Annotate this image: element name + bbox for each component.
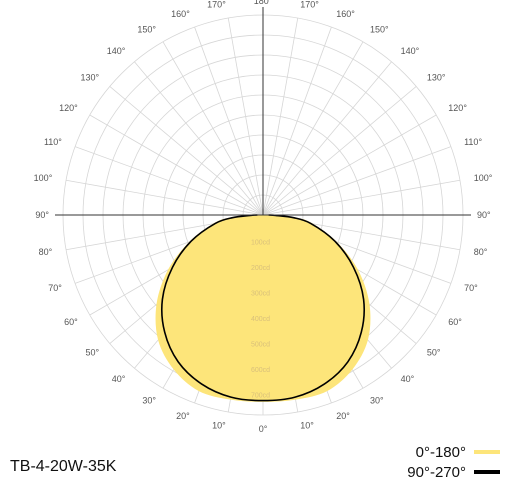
series-line-90-270: [161, 214, 365, 402]
grid-spoke: [262, 114, 437, 216]
angle-label-left: 60°: [64, 317, 78, 327]
angle-label-left: 120°: [59, 103, 78, 113]
series-area-0-180: [155, 215, 371, 402]
angle-label-left: 100°: [34, 173, 53, 183]
grid-spoke: [262, 41, 364, 216]
radial-label: 200cd: [251, 265, 270, 272]
grid-spoke: [162, 41, 264, 216]
angle-label-right: 10°: [300, 421, 314, 431]
grid-spoke: [262, 179, 461, 216]
angle-label-right: 150°: [370, 25, 389, 35]
angle-label-right: 160°: [336, 9, 355, 19]
angle-label-right: 30°: [370, 395, 384, 405]
radial-label: 100cd: [251, 240, 270, 247]
radial-label: 400cd: [251, 316, 270, 323]
radial-label: 600cd: [251, 367, 270, 374]
radial-labels: 100cd 200cd 300cd 400cd 500cd 600cd 700cd: [251, 240, 270, 400]
angle-label-right: 60°: [448, 317, 462, 327]
angle-label-left: 180°: [254, 0, 273, 6]
legend: 0°-180° 90°-270°: [407, 442, 500, 482]
legend-item-0-180: 0°-180°: [407, 442, 500, 462]
angle-label-left: 110°: [44, 137, 62, 147]
grid-spoke: [109, 86, 264, 216]
angle-label-right: 90°: [477, 210, 491, 220]
angle-labels: 0° 10° 20° 30° 40° 50° 60° 70° 80° 90° 100° 110° 120…: [34, 0, 493, 434]
main-axes: [55, 7, 471, 216]
angle-label-right: 50°: [427, 348, 441, 358]
grid-spoke: [89, 114, 264, 216]
angle-label-right: 110°: [464, 137, 482, 147]
grid-spoke: [262, 61, 392, 216]
angle-label-right: 140°: [401, 46, 420, 56]
angle-label-left: 160°: [171, 9, 190, 19]
angle-label-left: 130°: [80, 72, 99, 82]
radial-label: 500cd: [251, 342, 270, 349]
angle-label-right: 40°: [401, 374, 415, 384]
grid-spoke: [227, 17, 264, 216]
series-line-layer: [161, 214, 365, 402]
radial-label: 700cd: [251, 393, 270, 400]
angle-label-right: 100°: [474, 173, 493, 183]
radial-label: 300cd: [251, 291, 270, 298]
grid-spoke: [65, 179, 264, 216]
product-name: TB-4-20W-35K: [10, 458, 117, 475]
angle-label-right: 80°: [474, 247, 488, 257]
angle-label-left: 0°: [259, 424, 268, 434]
legend-item-90-270: 90°-270°: [407, 462, 500, 482]
angle-label-left: 20°: [176, 411, 190, 421]
grid-spoke: [134, 61, 264, 216]
series-fill-layer: [155, 215, 371, 402]
angle-label-right: 120°: [448, 103, 467, 113]
angle-label-left: 80°: [39, 247, 53, 257]
grid-spoke: [194, 26, 264, 216]
grid-spoke: [262, 17, 299, 216]
angle-label-left: 90°: [35, 210, 49, 220]
polar-chart: 100cd 200cd 300cd 400cd 500cd 600cd 700cd 0° 10…: [34, 0, 493, 434]
grid-spoke: [262, 146, 452, 216]
angle-label-left: 40°: [112, 374, 126, 384]
angle-label-left: 70°: [48, 283, 62, 293]
angle-label-right: 70°: [464, 283, 478, 293]
grid-spoke: [262, 86, 417, 216]
angle-label-left: 140°: [107, 46, 126, 56]
angle-label-right: 20°: [336, 411, 350, 421]
angle-label-left: 10°: [212, 421, 226, 431]
angle-label-left: 50°: [85, 348, 99, 358]
grid-spoke: [74, 146, 264, 216]
grid-spoke: [262, 26, 332, 216]
legend-swatch-0-180: [474, 450, 500, 454]
angle-label-right: 130°: [427, 72, 446, 82]
legend-label-0-180: 0°-180°: [415, 443, 466, 461]
angle-label-left: 150°: [137, 25, 156, 35]
angle-label-left: 170°: [207, 0, 226, 9]
legend-swatch-90-270: [474, 470, 500, 474]
angle-label-left: 30°: [142, 395, 156, 405]
angle-label-right: 170°: [300, 0, 319, 9]
legend-label-90-270: 90°-270°: [407, 463, 466, 481]
